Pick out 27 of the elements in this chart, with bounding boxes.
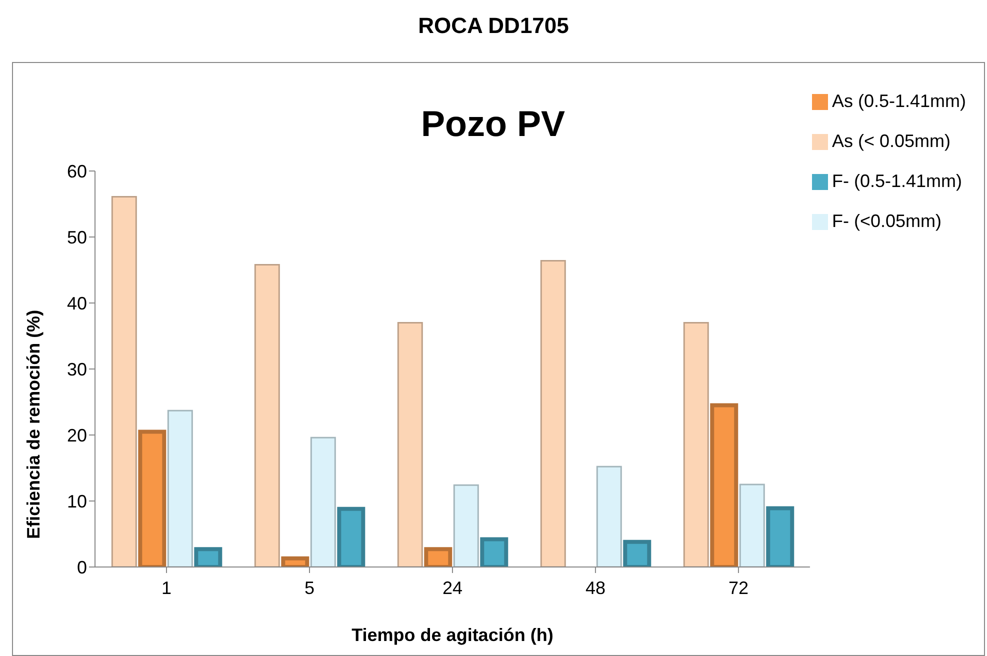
y-tick-label: 10	[66, 491, 87, 512]
bar	[453, 484, 479, 567]
y-axis-title: Eficiencia de remoción (%)	[23, 310, 44, 539]
bar	[397, 322, 423, 567]
legend-label: As (0.5-1.41mm)	[832, 91, 966, 111]
bar	[254, 264, 280, 567]
x-tick-label: 48	[585, 578, 606, 598]
y-tick-label: 20	[66, 425, 87, 446]
y-tick-label: 60	[66, 161, 87, 182]
bar	[540, 260, 566, 567]
x-axis-title: Tiempo de agitación (h)	[352, 625, 554, 645]
y-tick-label: 40	[66, 293, 87, 314]
chart-title: ROCA DD1705	[417, 12, 570, 40]
bar	[596, 466, 622, 567]
bar	[111, 196, 137, 567]
x-tick-label: 1	[161, 578, 172, 598]
y-tick-label: 30	[66, 359, 87, 380]
x-tick-label: 24	[442, 578, 462, 598]
x-tick-label: 5	[304, 578, 314, 598]
chart-subtitle: Pozo PV	[420, 103, 566, 145]
y-tick-label: 50	[66, 227, 87, 248]
y-tick-label: 0	[76, 557, 87, 578]
x-tick-label: 72	[728, 578, 748, 598]
legend-label: F- (<0.05mm)	[832, 211, 942, 231]
legend-label: F- (0.5-1.41mm)	[832, 171, 962, 191]
legend-label: As (< 0.05mm)	[832, 131, 950, 151]
bar	[310, 436, 336, 567]
